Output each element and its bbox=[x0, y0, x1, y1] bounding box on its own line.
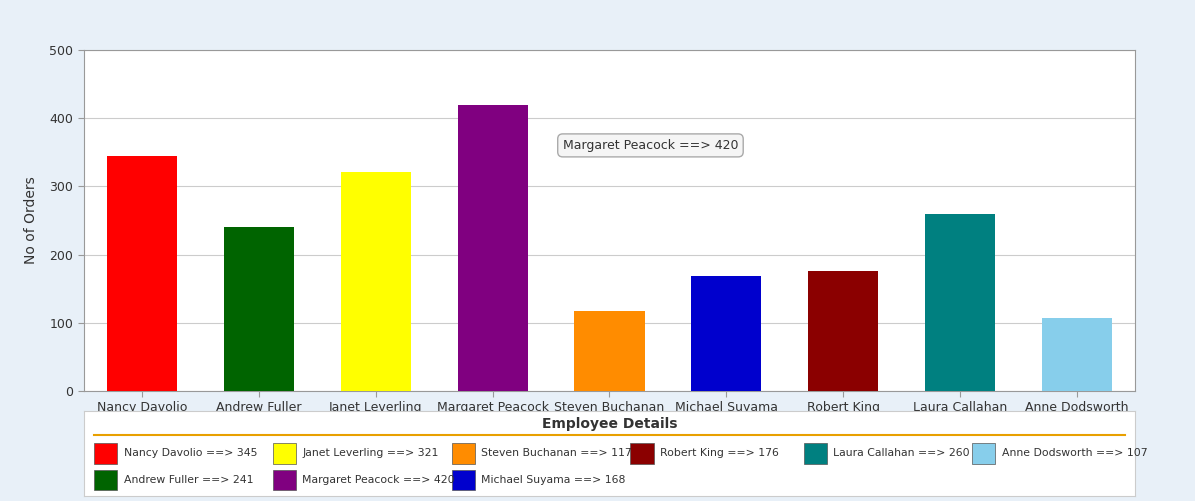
FancyBboxPatch shape bbox=[452, 443, 474, 463]
Text: Andrew Fuller ==> 241: Andrew Fuller ==> 241 bbox=[123, 475, 253, 485]
Text: Steven Buchanan ==> 117: Steven Buchanan ==> 117 bbox=[482, 448, 632, 458]
Text: Nancy Davolio ==> 345: Nancy Davolio ==> 345 bbox=[123, 448, 257, 458]
Text: Anne Dodsworth ==> 107: Anne Dodsworth ==> 107 bbox=[1001, 448, 1147, 458]
Y-axis label: No of Orders: No of Orders bbox=[24, 176, 38, 265]
Bar bbox=[925, 213, 995, 391]
Text: Employee Details: Employee Details bbox=[541, 417, 678, 431]
FancyBboxPatch shape bbox=[452, 469, 474, 490]
Text: Margaret Peacock ==> 420: Margaret Peacock ==> 420 bbox=[563, 139, 739, 152]
FancyBboxPatch shape bbox=[272, 469, 296, 490]
Bar bbox=[341, 172, 411, 391]
Bar bbox=[458, 105, 528, 391]
Text: Laura Callahan ==> 260: Laura Callahan ==> 260 bbox=[833, 448, 970, 458]
Text: Janet Leverling ==> 321: Janet Leverling ==> 321 bbox=[302, 448, 439, 458]
X-axis label: Employee Names: Employee Names bbox=[535, 425, 684, 440]
FancyBboxPatch shape bbox=[804, 443, 827, 463]
Bar bbox=[223, 226, 294, 391]
Bar bbox=[691, 277, 761, 391]
Bar bbox=[108, 156, 177, 391]
FancyBboxPatch shape bbox=[94, 443, 117, 463]
FancyBboxPatch shape bbox=[94, 469, 117, 490]
Bar bbox=[575, 311, 644, 391]
Bar bbox=[808, 271, 878, 391]
FancyBboxPatch shape bbox=[272, 443, 296, 463]
Text: Robert King ==> 176: Robert King ==> 176 bbox=[660, 448, 779, 458]
FancyBboxPatch shape bbox=[973, 443, 995, 463]
FancyBboxPatch shape bbox=[631, 443, 654, 463]
Text: Margaret Peacock ==> 420: Margaret Peacock ==> 420 bbox=[302, 475, 455, 485]
Bar bbox=[1042, 318, 1111, 391]
Text: Michael Suyama ==> 168: Michael Suyama ==> 168 bbox=[482, 475, 625, 485]
